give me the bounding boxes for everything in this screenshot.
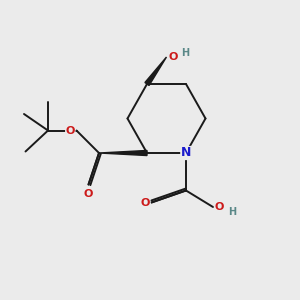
Text: O: O bbox=[66, 125, 75, 136]
Text: H: H bbox=[182, 48, 190, 59]
Polygon shape bbox=[145, 57, 167, 86]
Text: H: H bbox=[228, 207, 236, 218]
Text: O: O bbox=[141, 197, 150, 208]
Text: N: N bbox=[181, 146, 191, 160]
Polygon shape bbox=[99, 150, 147, 155]
Text: O: O bbox=[84, 189, 93, 199]
Text: O: O bbox=[214, 202, 224, 212]
Text: O: O bbox=[169, 52, 178, 62]
